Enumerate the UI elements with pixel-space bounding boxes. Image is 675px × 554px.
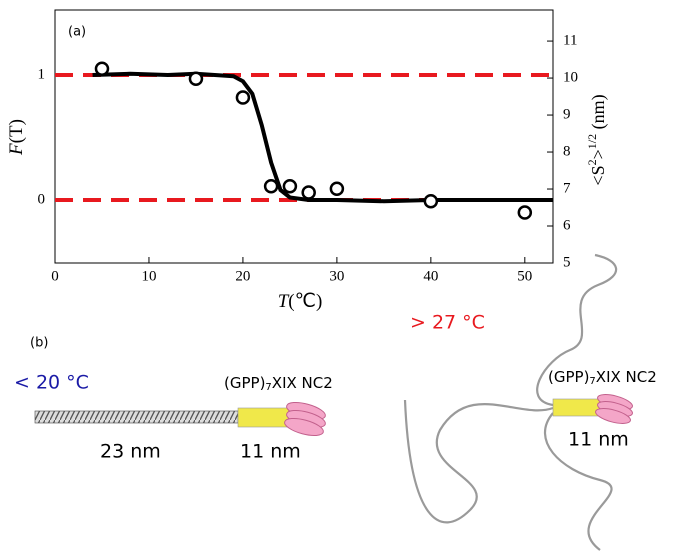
y2-tick-label: 10 xyxy=(563,69,578,85)
x-tick-label: 0 xyxy=(51,268,59,284)
y2-tick-label: 9 xyxy=(563,106,571,122)
length-label: 11 nm xyxy=(568,429,629,451)
triple-helix-rod xyxy=(34,410,239,424)
y2-tick-label: 8 xyxy=(563,143,571,159)
y-tick-label: 1 xyxy=(38,66,46,82)
data-point xyxy=(282,179,298,194)
data-point xyxy=(423,194,439,209)
y2-tick-label: 5 xyxy=(563,254,571,270)
panel-label: (b) xyxy=(30,336,48,351)
fit-line xyxy=(92,71,553,204)
nc2-domain xyxy=(284,401,326,437)
unfolded-chains xyxy=(403,253,618,551)
axis-label-part: > xyxy=(588,149,608,159)
construct-label: (GPP)7XIX NC2 xyxy=(224,374,333,394)
x-tick-label: 30 xyxy=(329,268,344,284)
gpp-domain xyxy=(552,398,601,417)
x-tick-label: 40 xyxy=(423,268,438,284)
y-axis-label: F(T) xyxy=(6,119,27,156)
y2-tick-label: 11 xyxy=(563,33,577,49)
axis-label-part: (℃) xyxy=(288,291,322,312)
axis-label-part: (T) xyxy=(6,119,27,143)
construct-text: (GPP) xyxy=(224,374,265,392)
temperature-label: > 27 °C xyxy=(410,312,485,334)
plot-frame xyxy=(54,9,554,264)
y2-axis-label: <S2>1/2 (nm) xyxy=(585,94,609,185)
construct-text: 7 xyxy=(265,382,271,393)
length-label: 11 nm xyxy=(240,441,301,463)
construct-text: XIX NC2 xyxy=(596,368,657,386)
temperature-label: < 20 °C xyxy=(14,372,89,394)
x-axis-label: T(℃) xyxy=(278,291,323,312)
construct-label: (GPP)7XIX NC2 xyxy=(548,368,657,388)
data-point xyxy=(329,181,345,196)
construct-text: (GPP) xyxy=(548,368,589,386)
x-tick-label: 10 xyxy=(141,268,156,284)
gpp-domain xyxy=(237,407,291,428)
construct-text: XIX NC2 xyxy=(272,374,333,392)
y2-tick-label: 6 xyxy=(563,217,571,233)
axis-label-part: T xyxy=(278,291,290,312)
data-point xyxy=(517,205,533,220)
data-point xyxy=(263,179,279,194)
axis-label-part: 2 xyxy=(585,159,599,165)
length-label: 23 nm xyxy=(100,441,161,463)
panel-label: (a) xyxy=(68,25,86,40)
y2-tick-label: 7 xyxy=(563,180,571,196)
data-point xyxy=(94,61,110,76)
axis-label-part: <S xyxy=(588,165,608,185)
data-point xyxy=(235,90,251,105)
axis-label-part: (nm) xyxy=(588,94,609,134)
axis-label-part: F xyxy=(6,143,27,156)
y-tick-label: 0 xyxy=(38,191,46,207)
data-point xyxy=(188,71,204,86)
nc2-domain xyxy=(595,394,633,424)
x-tick-label: 20 xyxy=(235,268,250,284)
x-tick-label: 50 xyxy=(517,268,532,284)
chart: 0 10 20 30 40 50 0 1 5 6 7 8 9 10 11 (a) T(℃) F(T) <S2>1/2… xyxy=(6,9,609,312)
construct-text: 7 xyxy=(589,376,595,387)
data-point xyxy=(301,185,316,200)
axis-label-part: 1/2 xyxy=(585,134,599,149)
